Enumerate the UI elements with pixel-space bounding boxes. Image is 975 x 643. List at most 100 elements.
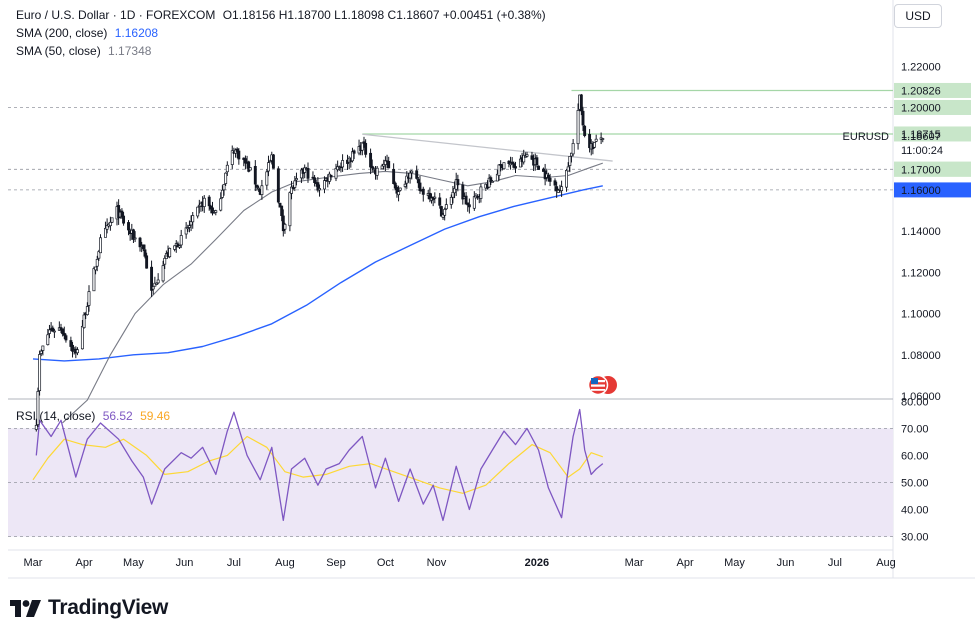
candle-body	[489, 177, 493, 183]
rsi-band	[8, 428, 893, 537]
candle-body	[52, 330, 56, 333]
candle-body	[133, 237, 137, 240]
candle-body	[155, 282, 158, 285]
candle-body	[565, 170, 568, 188]
candle-body	[168, 248, 172, 258]
candle-body	[375, 167, 379, 176]
time-tick-label: Jul	[227, 557, 241, 569]
candle-body	[235, 148, 239, 152]
candle-body	[581, 110, 585, 126]
sma50-value: 1.17348	[108, 44, 152, 58]
candle-body	[87, 291, 91, 306]
candle-body	[161, 265, 165, 282]
time-tick-label: Apr	[75, 557, 92, 569]
candle-body	[131, 229, 135, 240]
candle-body	[433, 196, 437, 199]
candle-body	[428, 192, 432, 200]
sma50-legend: SMA (50, close) 1.17348	[16, 44, 151, 58]
rsi-ma-line	[32, 435, 603, 494]
symbol-price-name: EURUSD	[843, 131, 890, 143]
price-label-text: 1.16000	[901, 185, 941, 197]
candle-body	[117, 205, 121, 219]
brand-logo[interactable]: TradingView	[10, 596, 168, 620]
candle-body	[189, 221, 193, 226]
candle-body	[398, 187, 402, 191]
candle-body	[80, 325, 84, 350]
candle-body	[341, 160, 345, 168]
candle-body	[108, 221, 112, 227]
rsi-ma-value: 59.46	[140, 409, 171, 423]
candle-body	[438, 197, 442, 206]
candle-body	[156, 279, 160, 284]
candle-body	[211, 207, 214, 214]
candle-body	[410, 170, 414, 174]
time-tick-label: Mar	[625, 557, 644, 569]
candle-body	[461, 184, 465, 200]
candle-body	[497, 164, 501, 176]
ohlc-values: O1.18156 H1.18700 L1.18098 C1.18607 +0.0…	[222, 8, 546, 22]
candle-body	[439, 206, 443, 217]
candle-body	[555, 186, 559, 192]
time-tick-label: May	[724, 557, 745, 569]
candle-body	[271, 154, 275, 169]
candle-body	[451, 191, 455, 198]
candle-body	[548, 177, 552, 182]
candle-body	[444, 204, 448, 210]
candle-body	[230, 150, 234, 165]
candle-body	[421, 188, 425, 195]
candle-body	[514, 166, 517, 169]
candle-body	[299, 169, 303, 179]
candle-body	[571, 143, 575, 155]
candle-body	[601, 138, 605, 140]
rsi-tick-label: 30.00	[901, 532, 929, 544]
candle-body	[382, 163, 386, 167]
trendline	[362, 133, 613, 162]
candle-body	[397, 191, 401, 196]
candle-body	[62, 332, 66, 336]
candle-body	[570, 152, 573, 157]
candle-body	[151, 286, 155, 290]
candle-body	[85, 306, 89, 315]
price-label-text: 1.20000	[901, 102, 941, 114]
candle-body	[313, 177, 317, 183]
rsi-tick-label: 60.00	[901, 450, 929, 462]
time-tick-label: Aug	[876, 557, 896, 569]
time-tick-label: Oct	[377, 557, 394, 569]
event-flag-icon[interactable]	[587, 374, 618, 396]
candle-body	[441, 214, 445, 218]
candle-body	[327, 173, 331, 182]
candle-body	[352, 150, 356, 154]
candle-body	[329, 174, 333, 178]
symbol-title: Euro / U.S. Dollar · 1D · FOREXCOM	[16, 8, 216, 22]
currency-button[interactable]: USD	[894, 4, 942, 28]
price-tick-label: 1.06000	[901, 391, 941, 403]
candle-body	[467, 204, 471, 208]
candle-body	[479, 186, 483, 199]
candle-body	[369, 152, 373, 168]
candle-body	[303, 167, 307, 173]
rsi-tick-label: 40.00	[901, 505, 929, 517]
time-tick-label: Jun	[176, 557, 194, 569]
time-tick-label: Sep	[326, 557, 346, 569]
candle-body	[507, 160, 511, 164]
candle-body	[265, 171, 269, 186]
candle-body	[224, 172, 228, 184]
candle-body	[530, 155, 534, 160]
candle-body	[583, 125, 587, 136]
price-tick-label: 1.14000	[901, 226, 941, 238]
candle-body	[225, 164, 229, 173]
candle-body	[472, 196, 476, 209]
candle-body	[141, 244, 145, 250]
candle-body	[186, 227, 190, 230]
candle-body	[383, 160, 387, 165]
rsi-tick-label: 50.00	[901, 477, 929, 489]
candle-body	[268, 160, 272, 163]
candle-body	[523, 155, 527, 158]
candle-body	[150, 266, 154, 291]
price-tick-label: 1.10000	[901, 309, 941, 321]
candle-body	[94, 266, 98, 271]
candle-body	[64, 335, 68, 341]
price-tick-label: 1.22000	[901, 61, 941, 73]
